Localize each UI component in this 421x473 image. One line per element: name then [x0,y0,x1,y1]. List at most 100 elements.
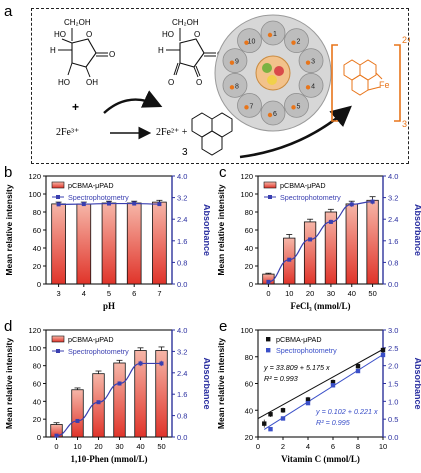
legend-bar-label: pCBMA-μPAD [280,181,326,190]
device-well-spot [291,105,296,110]
y2-tick-label: 1.6 [177,237,187,246]
y-tick-label: 60 [245,380,253,389]
x-tick-label: 6 [331,442,335,451]
x-axis-label: FeCl₃ (mmol/L) [291,301,351,311]
x-tick-label: 30 [327,289,335,298]
spectro-point [287,257,292,262]
device-well-spot [229,85,235,90]
y-tick-label: 100 [240,190,253,199]
ascorbic-carbonyl-o-label: O [109,50,115,59]
y2-tick-label: 4.0 [388,172,398,181]
y2-axis-label: Absorbance [413,357,421,409]
dha-ring-o-label: O [194,30,200,39]
reaction-scheme: CH₂OH HO H O O HO OH + 2Fe³⁺ CH₂OH HO H [31,8,412,164]
x-tick-label: 40 [348,289,356,298]
y2-tick-label: 3.2 [177,194,187,203]
fe-phen-complex: Fe 2+ 3 [331,35,412,129]
bar [92,373,105,438]
y-tick-label: 120 [28,326,41,335]
spectro-point [308,237,313,242]
device-well-spot [244,40,249,45]
spectro-point [159,361,164,366]
y-tick-label: 0 [37,433,41,442]
y2-tick-label: 1.0 [388,397,398,406]
x-tick-label: 3 [57,289,61,298]
legend-line-label: Spectrophotometry [68,193,129,202]
y2-axis-label: Absorbance [202,357,210,409]
y2-tick-label: 0.0 [177,433,187,442]
spectro-point [355,368,361,374]
product-iron-label: 2Fe²⁺ + [156,127,188,138]
panel-label-e: e [219,318,228,335]
device-well-spot [305,85,311,90]
dehydroascorbic-acid-structure: CH₂OH HO H O O O O [158,18,223,87]
bar [126,202,142,285]
y-tick-label: 20 [33,415,41,424]
upad-point [380,347,386,353]
device-wells: 1 2 3 4 5 6 7 8 9 10 [222,20,324,126]
reaction-arrow-2 [239,105,352,159]
fit-line-upad [257,348,384,419]
y-tick-label: 20 [33,262,41,271]
x-tick-label: 0 [266,289,270,298]
legend-bar-swatch [263,181,277,189]
spectro-point [370,199,375,204]
spectro-point [305,400,311,406]
y2-tick-label: 0.8 [388,258,398,267]
device-well [222,48,248,74]
legend-bar-swatch [51,335,65,343]
legend-line-marker [56,195,60,199]
device-well-number: 6 [273,111,277,118]
device-well [260,100,286,126]
y2-tick-label: 2.4 [388,215,398,224]
legend-bar-label: pCBMA-μPAD [68,181,114,190]
device-well [260,20,286,46]
x-tick-label: 30 [115,442,123,451]
legend-spectro-label: Spectrophotometry [276,346,337,355]
spectro-point [328,219,333,224]
complex-charge-label: 2+ [402,35,410,45]
x-tick-label: 10 [73,442,81,451]
spectro-point [330,383,336,388]
y-tick-label: 40 [245,244,253,253]
upad-point [305,397,311,402]
y2-tick-label: 0.8 [177,412,187,421]
bar [71,389,84,438]
bar [303,221,317,285]
y2-tick-label: 3.0 [388,326,398,335]
legend-line-label: Spectrophotometry [280,193,341,202]
spectro-point [54,433,59,438]
reactant-iron-label: 2Fe³⁺ [56,127,79,138]
spectro-point [132,201,137,206]
x-axis-label: pH [103,301,115,311]
y-tick-label: 80 [33,362,41,371]
y2-tick-label: 2.4 [177,369,187,378]
x-tick-label: 7 [157,289,161,298]
device-well [284,28,309,54]
y-tick-label: 20 [245,433,253,442]
upad-point [262,421,267,426]
y-tick-label: 20 [245,262,253,271]
x-tick-label: 4 [306,442,310,451]
legend-upad-label: pCBMA-μPAD [276,335,322,344]
scheme-plus: + [72,100,79,114]
x-axis-label: 1,10-Phen (mmol/L) [71,454,148,464]
device-well-spot [267,32,273,38]
x-tick-label: 50 [157,442,165,451]
legend-bar-swatch [51,181,65,189]
spectro-point [96,400,101,405]
device-well-spot [229,60,235,65]
y2-tick-label: 2.0 [388,362,398,371]
y-tick-label: 120 [28,172,41,181]
dha-ho-label: HO [162,30,174,39]
y-tick-label: 40 [33,244,41,253]
y-axis-label: Mean relative intensity [4,184,14,275]
legend-upad-marker [266,337,271,342]
y2-tick-label: 4.0 [177,172,187,181]
panel-label-d: d [4,318,13,335]
spectro-point [56,202,61,207]
device-well-number: 2 [297,39,301,46]
legend-spectro-marker [266,348,271,353]
bar [113,362,126,438]
upad-point [268,412,273,417]
